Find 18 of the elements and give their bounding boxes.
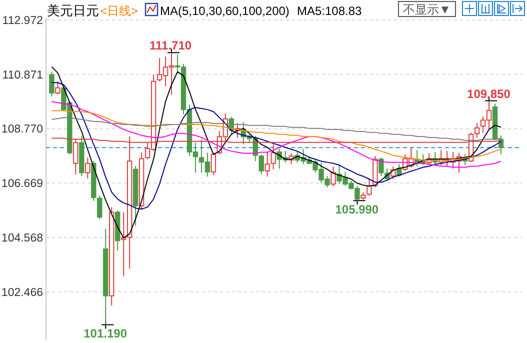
y-tick-label: 110.871 xyxy=(2,69,43,82)
chart-subtitle: <日线> xyxy=(100,4,138,18)
y-tick-label: 104.568 xyxy=(1,232,43,244)
candlestick xyxy=(103,228,108,326)
annotation: 109.850 xyxy=(467,86,511,101)
y-tick-label: 108.770 xyxy=(1,124,43,136)
annotation: MA5:108.83 xyxy=(297,4,362,18)
y-tick-label: 106.669 xyxy=(1,178,43,190)
candlestick xyxy=(132,165,138,226)
y-tick-label: 102.466 xyxy=(1,286,43,299)
annotation: MA(5,10,30,60,100,200) xyxy=(160,4,290,18)
text: 不显示▼ xyxy=(403,2,451,16)
chart-title: 美元日元 xyxy=(47,3,99,18)
annotation: 105.990 xyxy=(335,202,379,217)
y-tick-label: 112.972 xyxy=(2,15,43,28)
annotation: 111.710 xyxy=(150,38,192,53)
annotation: 101.190 xyxy=(84,326,128,341)
candlestick xyxy=(85,157,90,180)
